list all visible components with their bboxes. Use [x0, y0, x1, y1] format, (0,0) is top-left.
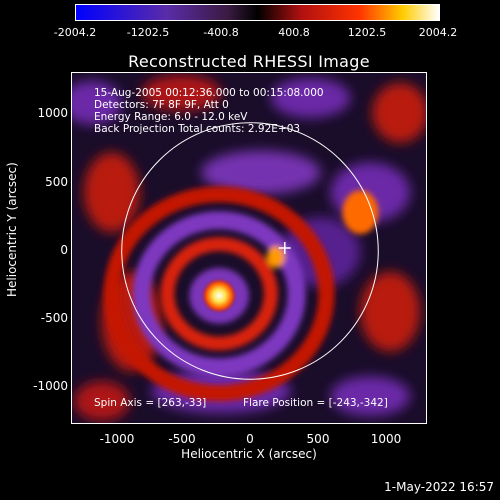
rhessi-image	[72, 73, 426, 423]
colorbar-tick-label: -2004.2	[53, 26, 97, 39]
y-tick-label: 1000	[37, 106, 68, 120]
spin-axis-label: Spin Axis = [263,-33]	[94, 397, 207, 409]
colorbar-tick-label: 400.8	[278, 26, 310, 39]
info-line-energy: Energy Range: 6.0 - 12.0 keV	[94, 111, 248, 123]
rhessi-image-plot	[71, 72, 427, 424]
x-tick-label: -500	[168, 432, 196, 446]
y-axis-label: Heliocentric Y (arcsec)	[5, 162, 19, 297]
info-line-time-range: 15-Aug-2005 00:12:36.000 to 00:15:08.000	[94, 87, 324, 99]
colorbar-tick-label: -1202.5	[126, 26, 170, 39]
y-tick-label: 0	[60, 243, 68, 257]
x-tick-label: 0	[246, 432, 254, 446]
crosshair-icon	[278, 242, 291, 254]
image-title: Reconstructed RHESSI Image	[128, 52, 370, 71]
info-line-method: Back Projection Total counts: 2.92E+03	[94, 123, 301, 135]
x-tick-label: 1000	[370, 432, 402, 446]
y-tick-label: -1000	[33, 379, 68, 393]
colorbar-tick-label: 1202.5	[347, 26, 387, 39]
x-axis-label: Heliocentric X (arcsec)	[181, 447, 317, 461]
info-line-detectors: Detectors: 7F 8F 9F, Att 0	[94, 99, 229, 111]
x-tick-label: 500	[306, 432, 330, 446]
y-tick-label: -500	[40, 311, 68, 325]
colorbar-tick-label: -400.8	[203, 26, 239, 39]
footer-date: 1-May-2022 16:57	[384, 480, 494, 494]
colorbar	[75, 4, 440, 21]
y-tick-label: 500	[45, 175, 68, 189]
x-tick-label: -1000	[99, 432, 135, 446]
colorbar-tick-label: 2004.2	[418, 26, 458, 39]
flare-position-label: Flare Position = [-243,-342]	[243, 397, 388, 409]
